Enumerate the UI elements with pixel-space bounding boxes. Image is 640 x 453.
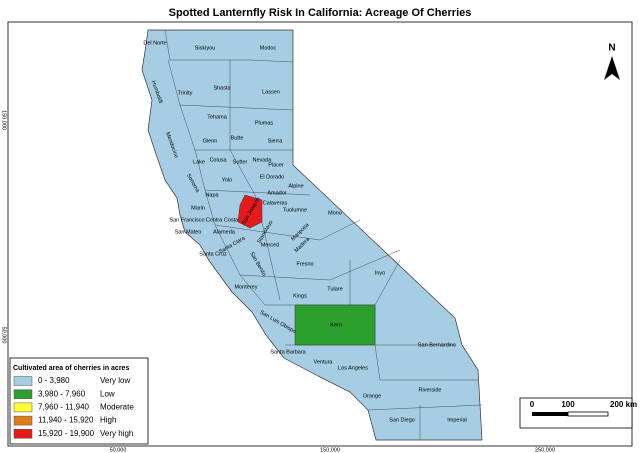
- legend-swatch: [13, 429, 33, 439]
- county-label: Riverside: [419, 387, 442, 393]
- scale-seg: [567, 411, 609, 417]
- county-label: Orange: [363, 393, 381, 399]
- legend: Cultivated area of cherries in acres: [9, 357, 149, 445]
- legend-title: Cultivated area of cherries in acres: [13, 365, 129, 372]
- county-label: Inyo: [375, 270, 385, 276]
- county-label: Mono: [328, 210, 342, 216]
- county-label: Los Angeles: [338, 365, 368, 371]
- county-label: Alameda: [213, 229, 236, 235]
- border: [164, 29, 294, 63]
- county-label: Santa Cruz: [199, 251, 227, 257]
- county-label: Colusa: [209, 157, 227, 163]
- scale-label: 0: [530, 400, 535, 409]
- legend-swatch: [13, 376, 33, 386]
- county-label: Sutter: [233, 159, 248, 165]
- county-label: Alpine: [288, 183, 303, 189]
- county-label: Butte: [231, 135, 244, 141]
- county-label: Fresno: [296, 261, 313, 267]
- legend-range: 0 - 3,980: [38, 376, 70, 385]
- scale-label: 100: [561, 400, 575, 409]
- x-coord-label: 150,000: [320, 447, 340, 453]
- county-label: Imperial: [447, 417, 467, 423]
- county-label: Siskiyou: [195, 45, 215, 51]
- county-label: Contra Costa: [206, 217, 239, 223]
- north-arrow-shape: [604, 56, 620, 80]
- legend-swatch: [13, 415, 33, 426]
- legend-range: 7,960 - 11,940: [38, 403, 90, 412]
- county-label: Merced: [261, 242, 279, 248]
- county-label: San Mateo: [175, 229, 202, 235]
- county-label: Sierra: [268, 138, 284, 144]
- legend-risk: High: [100, 416, 116, 425]
- county-label: San Francisco: [169, 217, 204, 223]
- legend-risk: Very low: [100, 376, 130, 385]
- legend-swatch: [13, 389, 33, 399]
- border: [374, 259, 401, 306]
- county-label: Del Norte: [143, 40, 166, 46]
- county-label: Tehama: [207, 114, 228, 120]
- county-label: Kern: [330, 322, 342, 328]
- y-coord-label: 50,000: [1, 327, 7, 344]
- legend-box: [9, 357, 149, 445]
- x-coord-label: 250,000: [535, 447, 555, 453]
- county-label: Placer: [268, 162, 284, 168]
- county-label: Tuolumne: [283, 207, 307, 213]
- north-label: N: [608, 43, 615, 54]
- county-label: Napa: [205, 192, 219, 198]
- legend-range: 15,920 - 19,900: [38, 429, 95, 438]
- border: [367, 404, 483, 411]
- county-label: Calaveras: [263, 200, 288, 206]
- scale-seg: [532, 412, 568, 416]
- county-label: Yolo: [222, 177, 233, 183]
- map-title: Spotted Lanternfly Risk In California: A…: [169, 7, 472, 19]
- legend-risk: Moderate: [100, 403, 134, 412]
- scale-bar: [519, 397, 633, 429]
- california: [141, 29, 483, 441]
- x-coord-label: 50,000: [110, 447, 127, 453]
- county-label: Lassen: [262, 89, 280, 95]
- county-label: Kings: [293, 293, 307, 299]
- legend-range: 3,980 - 7,960: [38, 389, 86, 398]
- legend-swatch: [13, 402, 33, 413]
- county-label: Modoc: [260, 45, 277, 51]
- county-label: Lake: [193, 159, 205, 165]
- legend-range: 11,940 - 15,920: [38, 416, 94, 425]
- legend-risk: Low: [100, 389, 115, 398]
- county-label: Ventura: [314, 359, 334, 365]
- county-label: Amador: [267, 190, 286, 196]
- county-label: San Bernardino: [418, 342, 456, 348]
- county-label: Trinity: [178, 90, 193, 96]
- county-label: Glenn: [203, 138, 218, 144]
- county-label: San Diego: [389, 417, 415, 423]
- county-label: Monterey: [235, 284, 258, 290]
- border: [214, 224, 401, 281]
- county-label: Plumas: [255, 120, 274, 126]
- county-kern: [294, 304, 376, 346]
- county-label: El Dorado: [260, 174, 284, 180]
- scale-label: 200 km: [610, 400, 637, 409]
- y-coord-label: 150,000: [1, 110, 7, 130]
- state: [141, 29, 483, 441]
- county-label: Shasta: [213, 85, 231, 91]
- county-label: Tulare: [327, 286, 342, 292]
- border: [229, 60, 281, 301]
- north-arrow: N: [604, 43, 620, 80]
- legend-risk: Very high: [100, 429, 133, 438]
- county-label: Marin: [191, 205, 205, 211]
- border: [204, 189, 361, 241]
- county-san-joaquin: [237, 194, 263, 229]
- county-label: Nevada: [253, 157, 273, 163]
- map-frame: [7, 21, 633, 447]
- county-label: Santa Barbara: [270, 349, 306, 355]
